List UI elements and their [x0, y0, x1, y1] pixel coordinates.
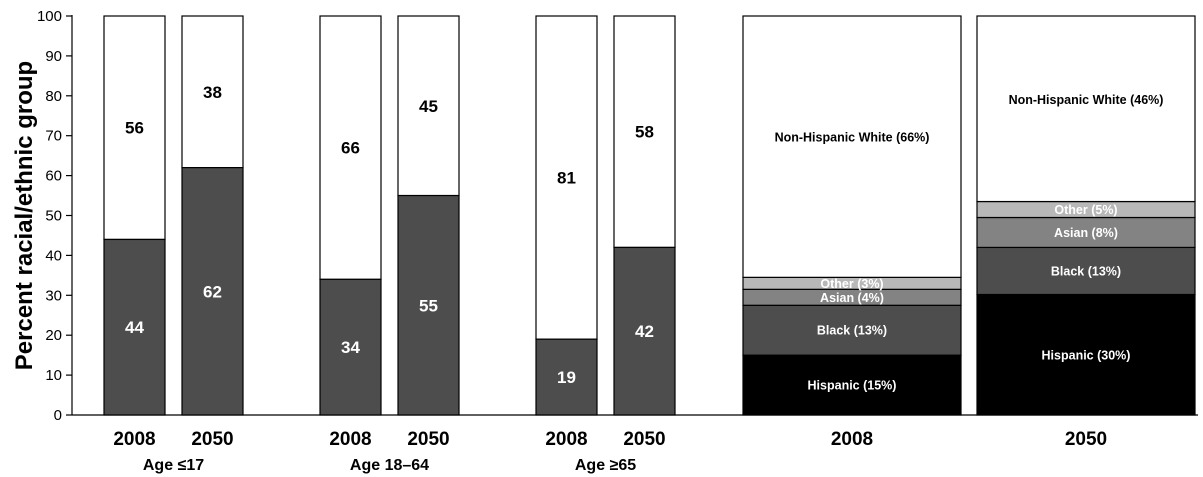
data-label-minority: 55: [419, 296, 438, 315]
x-group-label: Age ≥65: [575, 457, 636, 474]
x-tick-label-year: 2050: [191, 429, 233, 450]
data-label-minority: 62: [203, 282, 222, 301]
composition-segment: [976, 15, 1196, 203]
y-tick-label: 100: [37, 8, 62, 25]
bar-segment-white: [103, 15, 166, 241]
x-group-label: Age ≤17: [143, 457, 204, 474]
y-tick-label: 10: [45, 367, 62, 384]
data-label-minority: 44: [125, 318, 144, 337]
segment-label: Hispanic (15%): [808, 379, 897, 393]
bar-segment-minority: [103, 238, 166, 416]
segment-label: Hispanic (30%): [1042, 348, 1131, 362]
x-tick-label-year: 2008: [329, 429, 371, 450]
bar-segment-minority: [319, 278, 382, 416]
bar-segment-white: [535, 15, 598, 340]
bars: [103, 15, 1196, 416]
data-label-white: 81: [557, 169, 576, 188]
segment-label: Black (13%): [1051, 264, 1121, 278]
y-tick-label: 0: [54, 407, 62, 424]
x-tick-label-year: 2008: [831, 429, 873, 450]
y-tick-label: 80: [45, 88, 62, 105]
axes: 0 10 20 30 40 50 60 70 80 90 100 Percent racial/eth…: [11, 8, 1198, 424]
composition-segment: [976, 246, 1196, 296]
bar-segment-white: [397, 15, 460, 197]
y-tick-label: 30: [45, 287, 62, 304]
segment-label: Asian (4%): [820, 291, 884, 305]
data-label-white: 45: [419, 97, 438, 116]
bar-segment-minority: [181, 167, 244, 416]
y-tick-label: 60: [45, 168, 62, 185]
bar-segment-minority: [613, 246, 676, 416]
y-tick-label: 40: [45, 247, 62, 264]
x-tick-label-year: 2008: [545, 429, 587, 450]
bar-segment-minority: [535, 338, 598, 416]
data-label-white: 56: [125, 119, 144, 138]
x-tick-label-year: 2050: [407, 429, 449, 450]
y-axis-label: Percent racial/ethnic group: [11, 61, 38, 370]
labels: 56 44 2008 38 62 2050 Age ≤17 66 34 2008 45 55 2050 A…: [113, 83, 1163, 474]
x-tick-label-year: 2050: [623, 429, 665, 450]
y-tick-label: 90: [45, 48, 62, 65]
data-label-white: 66: [341, 139, 360, 158]
data-label-white: 58: [635, 123, 654, 142]
composition-segment: [742, 354, 962, 416]
data-label-minority: 19: [557, 368, 576, 387]
composition-segment: [742, 304, 962, 356]
bar-segment-minority: [397, 194, 460, 416]
y-tick-label: 50: [45, 208, 62, 225]
segment-label: Other (5%): [1054, 203, 1117, 217]
x-group-label: Age 18–64: [350, 457, 429, 474]
x-tick-label-year: 2008: [113, 429, 155, 450]
composition-segment: [976, 293, 1196, 416]
y-tick-label: 70: [45, 128, 62, 145]
segment-label: Other (3%): [820, 277, 883, 291]
data-label-white: 38: [203, 83, 222, 102]
segment-label: Asian (8%): [1054, 226, 1118, 240]
bar-segment-white: [613, 15, 676, 249]
data-label-minority: 42: [635, 322, 654, 341]
x-tick-label-year: 2050: [1065, 429, 1107, 450]
bar-segment-white: [319, 15, 382, 280]
y-tick-label: 20: [45, 327, 62, 344]
data-label-minority: 34: [341, 338, 360, 357]
segment-label: Non-Hispanic White (66%): [775, 131, 930, 145]
segment-label: Non-Hispanic White (46%): [1009, 93, 1164, 107]
segment-label: Black (13%): [817, 324, 887, 338]
composition-segment: [742, 15, 962, 278]
